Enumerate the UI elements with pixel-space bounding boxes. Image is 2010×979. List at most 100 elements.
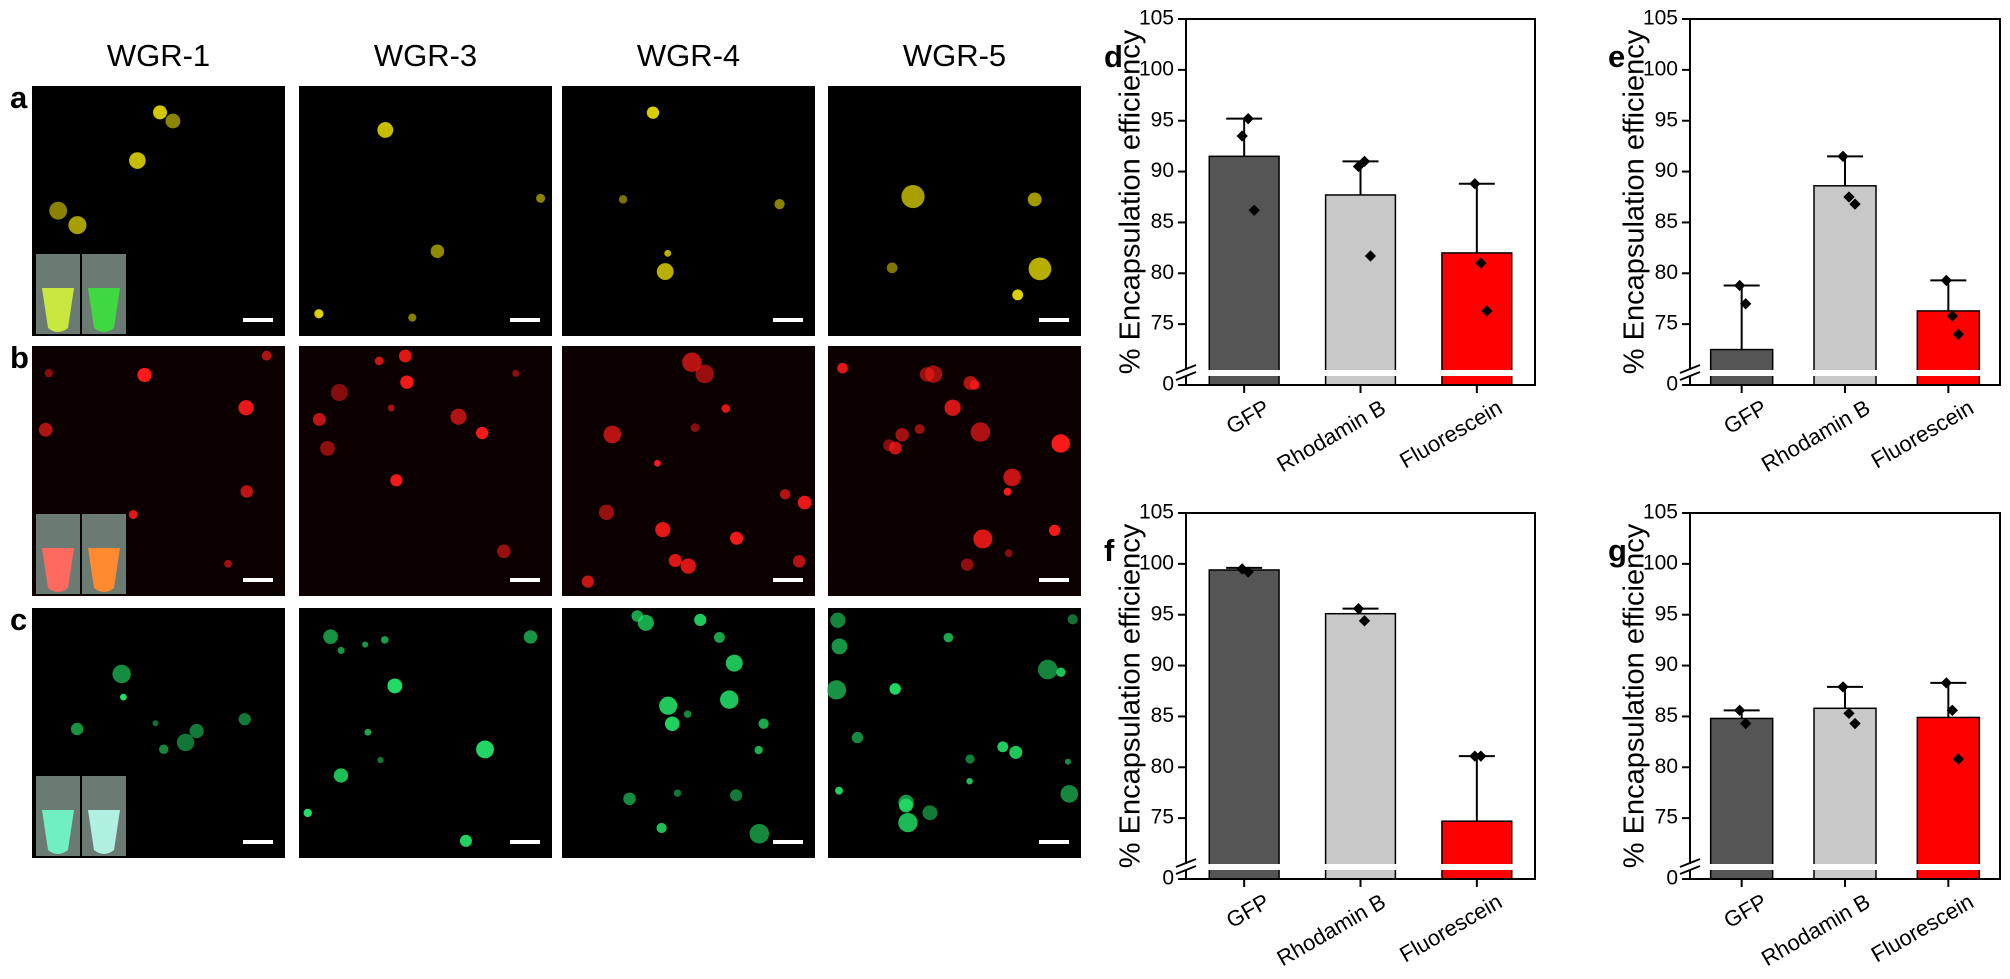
droplet xyxy=(659,696,678,715)
data-point xyxy=(1475,750,1487,762)
x-tick-label: GFP xyxy=(1222,889,1274,933)
droplet xyxy=(238,400,254,416)
bar xyxy=(1709,717,1774,880)
vial xyxy=(42,288,74,332)
droplet xyxy=(922,805,938,821)
droplet xyxy=(695,364,714,384)
droplet xyxy=(330,383,348,402)
axis-break-gap xyxy=(1680,864,1700,870)
micrograph xyxy=(828,346,1081,596)
droplet xyxy=(512,369,520,377)
micrograph xyxy=(562,608,815,858)
droplet xyxy=(725,654,743,672)
bar xyxy=(1324,612,1397,880)
scale-bar xyxy=(1039,578,1069,582)
data-point xyxy=(1946,310,1958,322)
data-point xyxy=(1358,155,1371,168)
data-point xyxy=(1364,250,1377,262)
droplet xyxy=(165,113,181,129)
axis-break-gap xyxy=(1208,370,1281,376)
y-tick-label: 0 xyxy=(1666,867,1678,890)
y-tick-label: 95 xyxy=(1151,108,1174,131)
droplet xyxy=(997,741,1009,753)
droplet xyxy=(851,731,864,744)
droplet xyxy=(1060,785,1079,803)
droplet xyxy=(901,184,925,209)
droplet xyxy=(690,423,700,433)
droplet xyxy=(1027,192,1042,207)
data-point xyxy=(1481,305,1493,317)
x-tick-label: Fluorescein xyxy=(1867,395,1978,474)
data-point xyxy=(1248,204,1260,216)
x-tick-label: Fluorescein xyxy=(1867,889,1978,968)
micrograph xyxy=(299,86,552,336)
droplet xyxy=(797,495,812,510)
y-tick-label: 90 xyxy=(1151,159,1174,182)
axis-break-mark xyxy=(1679,364,1701,374)
y-tick-label: 90 xyxy=(1655,653,1678,676)
bar xyxy=(1813,185,1877,386)
micrograph xyxy=(562,346,815,596)
micrograph xyxy=(299,346,552,596)
plot-frame xyxy=(1185,512,1536,880)
axis-break-gap xyxy=(1709,864,1774,870)
y-tick-label: 75 xyxy=(1151,312,1174,335)
micrograph xyxy=(828,86,1081,336)
y-tick-label: 85 xyxy=(1655,210,1678,233)
droplet xyxy=(459,834,472,847)
droplet xyxy=(380,636,389,644)
vial xyxy=(88,810,120,854)
droplet xyxy=(377,756,384,764)
droplet xyxy=(1003,468,1021,487)
droplet xyxy=(303,808,312,818)
droplet xyxy=(1048,524,1061,537)
droplet xyxy=(774,198,785,210)
droplet xyxy=(536,193,546,203)
droplet xyxy=(158,744,169,754)
scale-bar xyxy=(243,578,273,582)
data-point xyxy=(1952,753,1964,765)
axis-break-gap xyxy=(1176,370,1196,376)
plot-frame xyxy=(1185,18,1536,386)
droplet xyxy=(749,823,770,844)
droplet xyxy=(189,723,204,739)
axis-break-gap xyxy=(1813,370,1877,376)
axis-break-gap xyxy=(1324,864,1397,870)
droplet xyxy=(683,710,692,718)
droplet xyxy=(129,152,146,169)
row-label: a xyxy=(10,80,28,115)
droplet xyxy=(1067,614,1078,625)
vial xyxy=(88,548,120,592)
droplet xyxy=(312,412,326,426)
bar xyxy=(1208,569,1280,880)
y-tick-label: 75 xyxy=(1655,806,1678,829)
column-title: WGR-4 xyxy=(637,38,740,73)
droplet xyxy=(152,720,159,727)
droplet xyxy=(944,399,961,416)
droplet xyxy=(637,614,654,631)
droplet xyxy=(965,754,975,764)
y-tick-label: 80 xyxy=(1151,261,1174,284)
droplet xyxy=(730,531,744,545)
axis-break-mark xyxy=(1679,371,1701,381)
droplet xyxy=(387,404,395,412)
x-tick-label: GFP xyxy=(1222,395,1274,439)
droplet xyxy=(475,426,489,440)
droplet xyxy=(730,789,743,802)
micrograph xyxy=(562,86,815,336)
droplet xyxy=(656,822,667,834)
y-tick-label: 85 xyxy=(1151,704,1174,727)
droplet xyxy=(618,195,628,204)
droplet xyxy=(720,690,739,709)
x-tick-label: Rhodamin B xyxy=(1757,889,1874,971)
micrograph xyxy=(299,608,552,858)
data-point xyxy=(1849,198,1861,210)
x-tick-label: Fluorescein xyxy=(1395,395,1506,474)
x-tick-label: Rhodamin B xyxy=(1273,395,1390,477)
data-point xyxy=(1946,704,1958,716)
droplet xyxy=(240,485,253,498)
y-axis-label: % Encapsulation efficiency xyxy=(1619,523,1651,868)
droplet xyxy=(1009,745,1023,759)
axis-break-mark xyxy=(1175,371,1197,381)
data-point xyxy=(1940,274,1952,287)
